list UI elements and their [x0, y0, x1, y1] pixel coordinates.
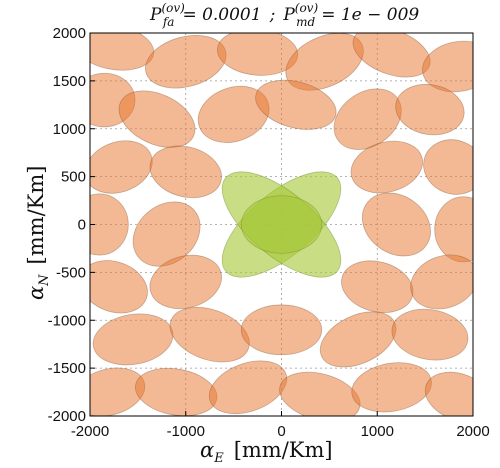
plot-title: P(ov) fa = 0.0001; P(ov) md = 1e − 009 [149, 1, 419, 29]
x-axis-symbol: α [200, 438, 214, 462]
y-axis-unit: [mm/Km] [24, 166, 48, 265]
y-tick-label: 2000 [53, 25, 86, 42]
alarm-ellipse-14 [350, 140, 423, 194]
y-axis-label: αN [mm/Km] [24, 166, 52, 300]
x-axis-unit: [mm/Km] [234, 438, 333, 462]
x-tick-label: 1000 [361, 423, 394, 440]
y-tick-label: -500 [56, 264, 86, 281]
svg-text:P(ov)fa= 0.0001;P(ov)md= 1e −: P(ov) fa = 0.0001; P(ov) md = 1e − 009 [149, 1, 419, 29]
x-ticks: -2000 -1000 0 1000 2000 [71, 411, 490, 440]
title-pfa-superscript: (ov) [161, 1, 185, 15]
alarm-ellipse-16 [90, 193, 129, 256]
title-pfa-value: = 0.0001 [182, 5, 261, 25]
y-tick-label: -2000 [48, 408, 86, 425]
x-tick-label: 2000 [456, 423, 489, 440]
alarm-ellipse-12 [90, 140, 153, 194]
x-axis-label: αE [mm/Km] [200, 438, 333, 466]
alarm-ellipse-15 [423, 139, 473, 195]
alarm-ellipse-22 [341, 260, 414, 313]
y-ticks: 2000 1500 1000 500 0 -500 -1000 -1500 -2000 [48, 25, 95, 425]
alarm-ellipse-13 [149, 145, 222, 199]
y-axis-subscript: N [37, 274, 52, 287]
alarm-ellipse-21 [149, 254, 222, 310]
title-pfa-subscript: fa [162, 15, 175, 29]
alarm-ellipse-31 [208, 360, 288, 415]
title-pmd-value: = 1e − 009 [321, 5, 419, 25]
y-tick-label: -1000 [48, 312, 86, 329]
y-tick-label: 1000 [53, 121, 86, 138]
central-ellipse-2 [240, 195, 323, 254]
alarm-ellipse-23 [410, 254, 473, 310]
title-pmd-symbol: P [282, 5, 295, 25]
x-tick-label: -1000 [167, 423, 205, 440]
alarm-ellipse-25 [169, 306, 250, 363]
y-axis-symbol: α [24, 286, 48, 300]
alarm-ellipse-18 [361, 192, 431, 257]
alarm-ellipse-7 [118, 90, 196, 148]
alarm-ellipse-9 [255, 79, 337, 130]
alarm-ellipse-11 [395, 83, 465, 136]
y-tick-label: 1500 [53, 73, 86, 90]
alarm-ellipse-28 [391, 308, 469, 361]
alarm-ellipse-5 [422, 40, 473, 93]
title-pfa-symbol: P [149, 5, 162, 25]
central-ellipses [221, 171, 342, 278]
x-tick-label: -2000 [71, 423, 109, 440]
alarm-ellipse-10 [333, 88, 402, 150]
alarm-ellipse-34 [424, 371, 473, 416]
x-axis-subscript: E [213, 451, 224, 466]
y-tick-label: 500 [61, 169, 86, 186]
title-pmd-subscript: md [296, 15, 315, 29]
alarm-ellipse-20 [90, 260, 148, 314]
alarm-ellipses [90, 33, 473, 416]
alarm-ellipse-32 [279, 371, 361, 416]
x-tick-label: 0 [277, 423, 285, 440]
y-tick-label: 0 [78, 217, 86, 234]
alarm-ellipse-26 [240, 304, 323, 356]
y-tick-label: -1500 [48, 360, 86, 377]
title-separator: ; [269, 5, 276, 25]
title-pmd-superscript: (ov) [295, 1, 319, 15]
alarm-ellipse-19 [434, 196, 473, 263]
